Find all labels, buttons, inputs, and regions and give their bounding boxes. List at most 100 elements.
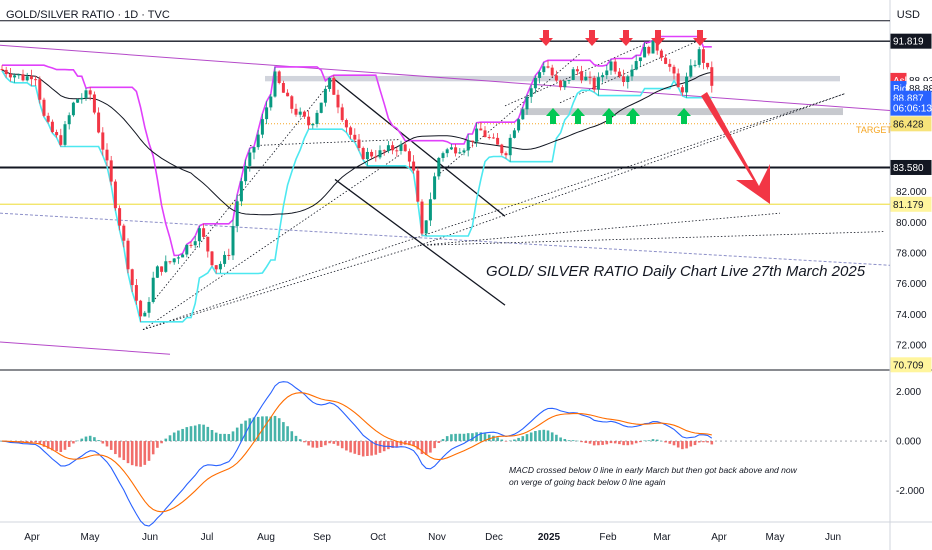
macd-histogram-bar	[206, 426, 210, 442]
macd-histogram-bar	[97, 440, 100, 442]
macd-histogram-bar	[546, 430, 550, 442]
chart-title: GOLD/SILVER RATIO · 1D · TVC	[6, 9, 170, 21]
indicator-bands	[1, 35, 712, 323]
price-tag-label: 88.887	[893, 94, 924, 105]
price-tag-label: Bid	[893, 84, 907, 95]
candle-body	[210, 251, 214, 266]
macd-histogram-bar	[366, 441, 369, 457]
macd-histogram-bar	[189, 426, 193, 442]
price-tag-bg	[890, 196, 932, 212]
candle-body	[256, 134, 260, 148]
macd-tick-label: 2.000	[896, 387, 921, 398]
candle-body	[353, 134, 357, 140]
candle-body	[67, 115, 71, 125]
macd-histogram-bar	[710, 441, 714, 445]
red-down-arrow	[651, 30, 665, 46]
macd-histogram-bar	[252, 417, 256, 442]
dotted-trend-line	[559, 39, 701, 104]
candle-body	[197, 228, 201, 242]
macd-histogram-bar	[240, 423, 243, 442]
candle-body	[386, 145, 390, 151]
candle-body	[517, 119, 521, 131]
macd-histogram-bar	[332, 441, 336, 444]
macd-histogram-bar	[542, 429, 546, 442]
macd-histogram-bar	[231, 431, 235, 442]
price-tag-label: 81.179	[893, 200, 924, 211]
macd-histogram-bar	[538, 430, 541, 442]
channel-upper-line	[0, 44, 891, 111]
signal-line	[1, 392, 712, 513]
candle-body	[189, 244, 193, 246]
macd-histogram-bar	[336, 441, 340, 446]
candle-body	[500, 144, 504, 154]
candle-body	[21, 74, 25, 81]
candle-body	[378, 150, 382, 158]
candle-body	[685, 76, 689, 93]
macd-histogram-bar	[395, 441, 399, 447]
candle-body	[50, 121, 54, 133]
candle-body	[130, 269, 134, 286]
red-down-arrow	[619, 30, 633, 46]
red-down-arrow	[539, 30, 553, 46]
price-tag-label: 83.580	[893, 163, 924, 174]
candle-body	[265, 107, 269, 120]
candle-body	[487, 137, 491, 139]
candle-body	[664, 57, 668, 64]
macd-histogram-bar	[420, 441, 424, 455]
macd-histogram-bar	[424, 441, 428, 455]
candle-body	[475, 128, 479, 142]
candle-body	[336, 94, 340, 108]
channel-lower-line	[0, 341, 171, 355]
candle-body	[13, 75, 17, 78]
candle-body	[550, 67, 554, 76]
candle-body	[332, 77, 336, 95]
macd-histogram-bar	[324, 441, 327, 446]
macd-histogram-bar	[655, 439, 659, 442]
macd-histogram-bar	[693, 441, 697, 446]
macd-histogram-bar	[433, 441, 436, 449]
candle-body	[613, 61, 617, 72]
candle-body	[559, 80, 563, 88]
candle-body	[424, 220, 428, 234]
macd-histogram-bar	[72, 441, 75, 444]
macd-histogram-bar	[429, 441, 432, 453]
chart-annotation-title: GOLD/ SILVER RATIO Daily Chart Live 27th…	[486, 263, 866, 280]
price-tag-label: 88.887	[909, 84, 932, 95]
candle-body	[71, 102, 75, 116]
candle-body	[533, 77, 537, 89]
macd-histogram-bar	[559, 437, 562, 442]
time-tick-label: 2025	[538, 532, 561, 543]
candle-body	[433, 176, 437, 200]
candle-body	[655, 40, 659, 51]
macd-histogram-bar	[345, 441, 348, 451]
candle-body	[239, 181, 243, 202]
candle-body	[416, 170, 420, 202]
candle-body	[151, 277, 155, 302]
candle-body	[302, 111, 306, 117]
candle-body	[17, 74, 21, 76]
price-tag-label: 86.428	[893, 119, 924, 130]
forecast-arrow	[701, 92, 770, 204]
arrow-markers	[539, 30, 770, 204]
candle-body	[76, 99, 80, 103]
candle-body	[113, 181, 117, 209]
candle-body	[479, 128, 483, 131]
candle-body	[97, 112, 101, 133]
macd-histogram-bar	[303, 441, 306, 443]
macd-histogram-bar	[508, 440, 512, 442]
candles	[0, 36, 714, 322]
price-axis: 82.000 80.000 78.000 76.000 74.000 72.000 2.00…	[890, 33, 932, 497]
macd-histogram-bar	[378, 441, 382, 453]
macd-histogram-bar	[550, 432, 554, 442]
macd-histogram-bar	[605, 441, 609, 445]
candle-body	[554, 75, 558, 81]
candle-body	[680, 87, 684, 93]
macd-histogram-bar	[223, 433, 226, 442]
time-tick-label: Jun	[825, 532, 841, 543]
macd-histogram-bar	[706, 441, 709, 443]
price-tick-label: 72.000	[896, 341, 927, 352]
candle-body	[617, 71, 621, 77]
macd-histogram-bar	[613, 441, 617, 444]
price-tag-bg	[890, 100, 932, 116]
